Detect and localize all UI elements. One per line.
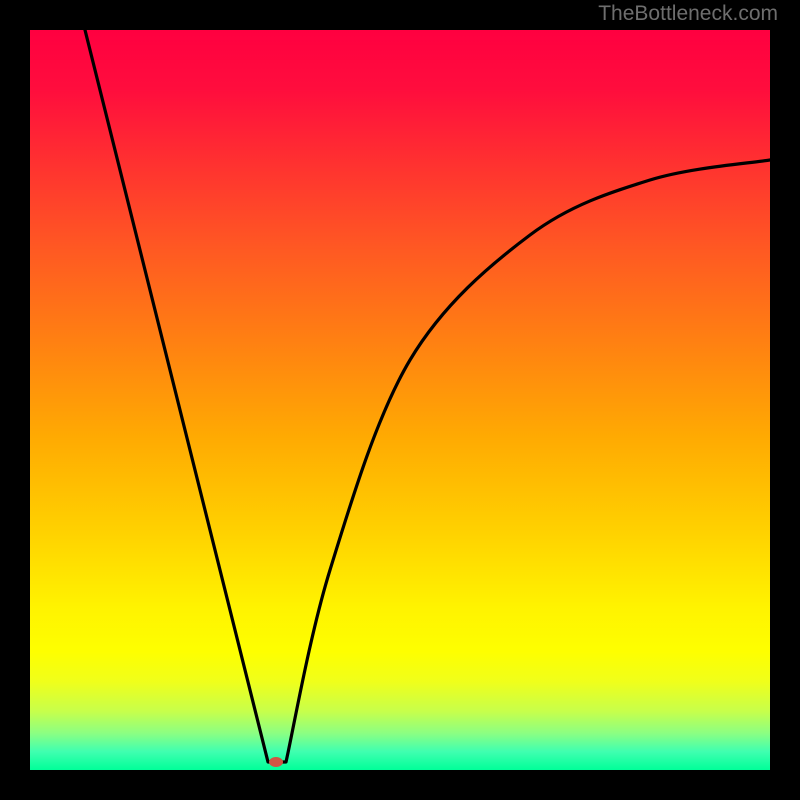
curve-svg bbox=[30, 30, 770, 770]
bottleneck-curve bbox=[85, 30, 770, 762]
plot-area bbox=[30, 30, 770, 770]
notch-marker bbox=[269, 757, 283, 767]
watermark-text: TheBottleneck.com bbox=[598, 2, 778, 26]
